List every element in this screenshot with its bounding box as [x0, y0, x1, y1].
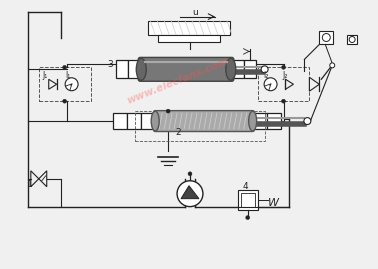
- Text: J₁: J₁: [43, 71, 48, 80]
- FancyBboxPatch shape: [154, 111, 254, 132]
- Bar: [113, 113, 127, 129]
- Bar: [158, 34, 220, 43]
- Circle shape: [304, 118, 311, 125]
- Bar: [128, 60, 140, 78]
- Circle shape: [282, 65, 285, 69]
- Circle shape: [177, 181, 203, 207]
- Bar: [39, 67, 90, 101]
- Bar: [127, 113, 141, 129]
- Bar: [241, 193, 255, 207]
- Text: J₂: J₂: [282, 71, 288, 80]
- Ellipse shape: [151, 111, 159, 131]
- Bar: [258, 67, 309, 101]
- Bar: [135, 111, 265, 141]
- Circle shape: [330, 63, 335, 68]
- Bar: [253, 113, 266, 129]
- Bar: [141, 113, 155, 129]
- Text: u: u: [192, 8, 198, 17]
- Bar: [319, 31, 333, 44]
- Circle shape: [65, 78, 78, 91]
- Bar: [238, 190, 258, 210]
- Bar: [347, 34, 357, 44]
- Circle shape: [246, 215, 250, 220]
- Text: I₁: I₁: [66, 71, 71, 80]
- Bar: [116, 60, 128, 78]
- Text: 2: 2: [175, 128, 181, 137]
- Ellipse shape: [226, 58, 236, 80]
- Text: 4: 4: [243, 182, 248, 191]
- Bar: [244, 60, 256, 78]
- FancyBboxPatch shape: [138, 57, 234, 81]
- Circle shape: [261, 66, 268, 73]
- Ellipse shape: [136, 58, 146, 80]
- Bar: [148, 21, 230, 34]
- Text: I₂: I₂: [263, 71, 269, 80]
- Ellipse shape: [249, 111, 257, 131]
- Circle shape: [63, 65, 67, 69]
- Circle shape: [282, 99, 285, 103]
- Text: 3: 3: [107, 60, 113, 69]
- Circle shape: [322, 34, 330, 41]
- Text: 1: 1: [27, 180, 33, 189]
- Bar: [232, 60, 244, 78]
- Circle shape: [188, 172, 192, 176]
- Circle shape: [349, 37, 355, 43]
- Circle shape: [264, 78, 277, 91]
- Bar: [266, 113, 280, 129]
- Polygon shape: [181, 186, 199, 199]
- Circle shape: [166, 109, 170, 113]
- Text: W: W: [268, 198, 279, 208]
- Circle shape: [63, 99, 67, 103]
- Text: www.elecfans.com: www.elecfans.com: [125, 56, 230, 106]
